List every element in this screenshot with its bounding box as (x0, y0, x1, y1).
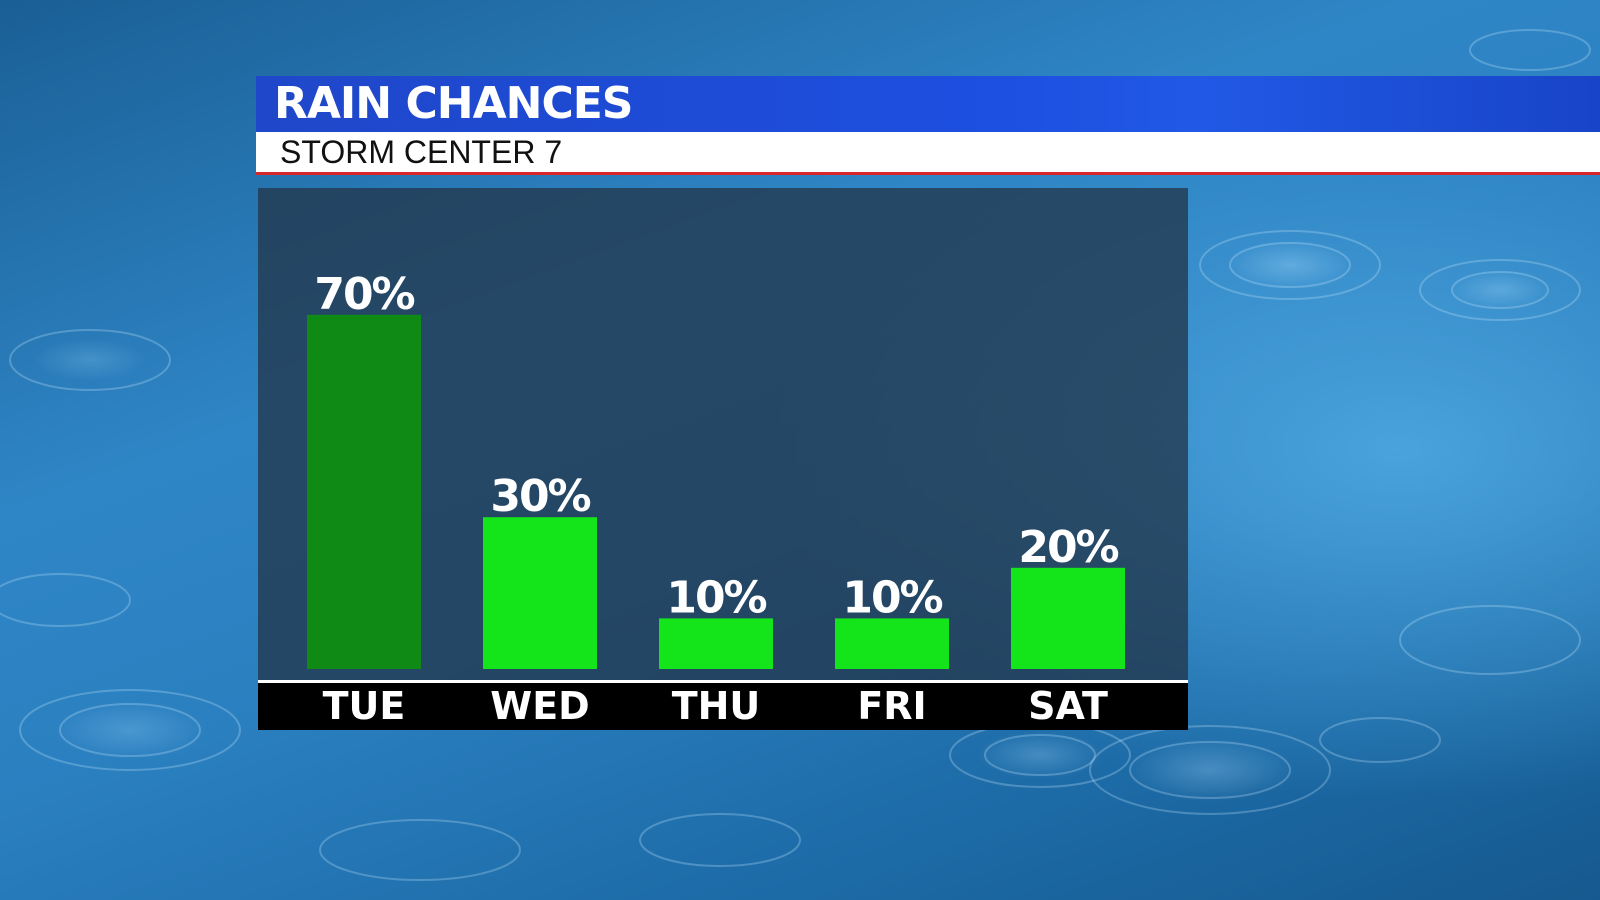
bar-wed (483, 517, 597, 669)
day-label-sat: SAT (1028, 684, 1108, 728)
bar-tue (307, 314, 421, 669)
title-bar: RAIN CHANCES (256, 76, 1600, 132)
data-label-tue: 70% (314, 269, 414, 320)
day-label-wed: WED (490, 684, 589, 728)
station-name: STORM CENTER 7 (280, 134, 563, 170)
day-label-strip (258, 680, 1188, 730)
subtitle-bar: STORM CENTER 7 (256, 132, 1600, 175)
data-label-wed: 30% (490, 471, 590, 522)
bar-fri (835, 618, 949, 669)
data-label-thu: 10% (666, 572, 766, 623)
bar-thu (659, 618, 773, 669)
data-label-sat: 20% (1018, 522, 1118, 573)
day-label-thu: THU (672, 684, 761, 728)
bar-sat (1011, 567, 1125, 669)
day-label-fri: FRI (857, 684, 926, 728)
day-label-tue: TUE (323, 684, 406, 728)
rain-chance-bar-chart: 70% TUE 30% WED 10% THU 10% FRI 20% SAT (307, 269, 1125, 728)
chart-title: RAIN CHANCES (274, 78, 633, 129)
data-label-fri: 10% (842, 572, 942, 623)
